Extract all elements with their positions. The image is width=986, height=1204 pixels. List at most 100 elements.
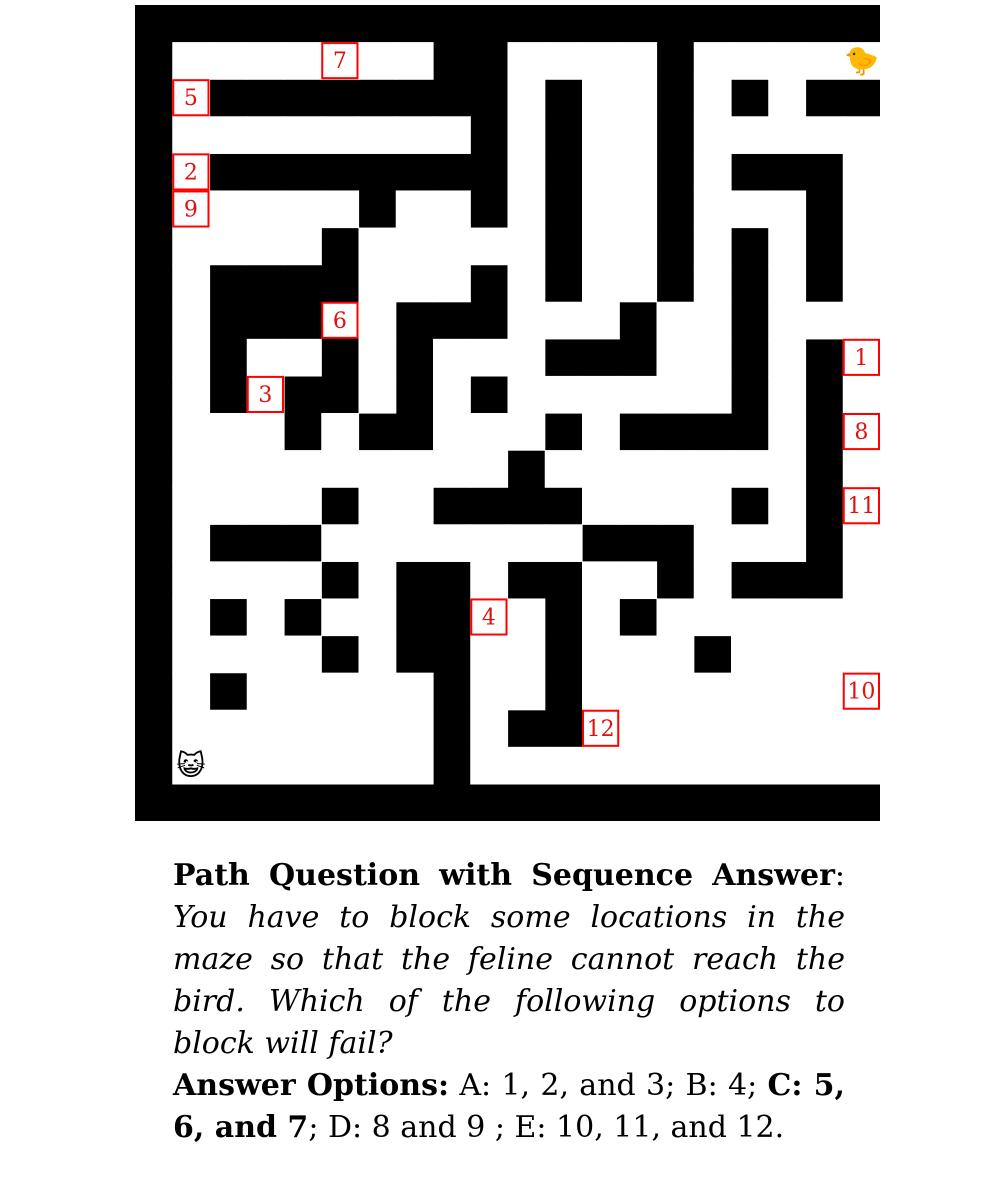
maze-path-cell [842, 746, 880, 785]
maze-path-cell [842, 153, 880, 192]
maze-path-cell [582, 598, 620, 637]
maze-path-cell [395, 42, 434, 80]
maze-path-cell [507, 524, 546, 562]
maze-path-cell [284, 338, 322, 377]
maze-path-cell [246, 413, 285, 451]
maze-path-cell [619, 746, 658, 785]
maze-path-cell [172, 338, 211, 377]
maze-path-cell [805, 301, 844, 340]
maze-path-cell [619, 709, 658, 748]
maze-path-cell [693, 746, 732, 785]
marker-box [246, 375, 284, 414]
maze-path-cell [358, 561, 397, 600]
maze-path-cell [656, 450, 695, 488]
marker-label: 12 [587, 717, 615, 742]
maze-path-cell [842, 227, 880, 266]
maze-path-cell [395, 116, 434, 154]
maze-path-cell [507, 264, 546, 303]
maze-path-cell [209, 561, 248, 600]
maze-path-cell [358, 338, 397, 377]
maze-path-cell [172, 42, 211, 80]
maze-path-cell [768, 227, 807, 266]
maze-path-cell [544, 746, 583, 785]
maze-path-cell [470, 450, 509, 488]
maze-path-cell [284, 487, 322, 525]
maze-path-cell [693, 338, 732, 377]
maze-path-cell [358, 301, 397, 340]
maze-path-cell [619, 190, 658, 229]
maze-path-cell [246, 746, 285, 785]
maze-path-cell [358, 264, 397, 303]
maze-path-cell [768, 190, 807, 229]
maze-path-cell [693, 42, 732, 80]
maze-path-cell [544, 301, 583, 340]
maze-path-cell [172, 227, 211, 266]
maze-path-cell [172, 561, 211, 600]
maze-path-cell [656, 338, 695, 377]
maze-path-cell [619, 487, 658, 525]
maze-path-cell [284, 672, 322, 711]
maze-path-cell [172, 672, 211, 711]
maze-path-cell [842, 598, 880, 637]
maze-path-cell [731, 42, 769, 80]
maze-path-cell [507, 79, 546, 117]
location-marker: 2 [172, 153, 210, 191]
maze-path-cell [805, 746, 844, 785]
maze-path-cell [246, 338, 285, 377]
maze-path-cell [731, 598, 769, 637]
maze-path-cell [284, 709, 322, 748]
maze-path-cell [209, 450, 248, 488]
maze-path-cell [209, 42, 248, 80]
marker-label: 1 [854, 346, 868, 371]
maze-path-cell [321, 598, 360, 637]
maze-path-cell [246, 561, 285, 600]
maze-path-cell [619, 227, 658, 266]
maze-path-cell [209, 635, 248, 674]
maze-path-cell [433, 116, 471, 154]
maze-path-cell [395, 709, 434, 748]
maze-path-cell [842, 635, 880, 674]
maze-path-cell [731, 672, 769, 711]
marker-label: 6 [333, 309, 347, 334]
maze-path-cell [619, 79, 658, 117]
marker-label: 9 [184, 198, 198, 223]
maze-path-cell [358, 524, 397, 562]
maze-path-cell [433, 190, 471, 229]
marker-box [172, 79, 210, 117]
marker-box [582, 709, 620, 747]
location-marker: 6 [321, 301, 359, 339]
maze-path-cell [470, 672, 509, 711]
maze-path-cell [619, 635, 658, 674]
maze-path-cell [842, 264, 880, 303]
maze-path-cell [768, 413, 807, 451]
maze-path-cell [395, 264, 434, 303]
maze-path-cell [656, 598, 695, 637]
location-marker: 10 [842, 672, 880, 710]
maze-path-cell [544, 524, 583, 562]
maze-path-cell [507, 42, 546, 80]
answer-options-label: Answer Options: [173, 1068, 450, 1103]
maze-path-cell [395, 450, 434, 488]
maze-path-cell [693, 561, 732, 600]
question-prompt: You have to block some locations in the … [173, 900, 845, 1061]
cat-face-icon: 😺 [176, 749, 205, 782]
maze-path-cell [693, 375, 732, 414]
question-block: Path Question with Sequence Answer: You … [173, 855, 845, 1149]
maze-path-cell [693, 190, 732, 229]
maze-path-cell [358, 227, 397, 266]
maze-path-cell [507, 301, 546, 340]
maze-path-cell [805, 709, 844, 748]
maze-path-cell [693, 264, 732, 303]
maze-path-cell [507, 746, 546, 785]
maze-path-cell [582, 153, 620, 192]
location-marker: 11 [842, 487, 880, 525]
maze-path-cell [395, 487, 434, 525]
maze-path-cell [693, 79, 732, 117]
maze-path-cell [582, 561, 620, 600]
maze-path-cell [656, 375, 695, 414]
maze-path-cell [321, 524, 360, 562]
marker-label: 10 [847, 680, 875, 705]
maze-path-cell [582, 190, 620, 229]
maze-path-cell [693, 153, 732, 192]
